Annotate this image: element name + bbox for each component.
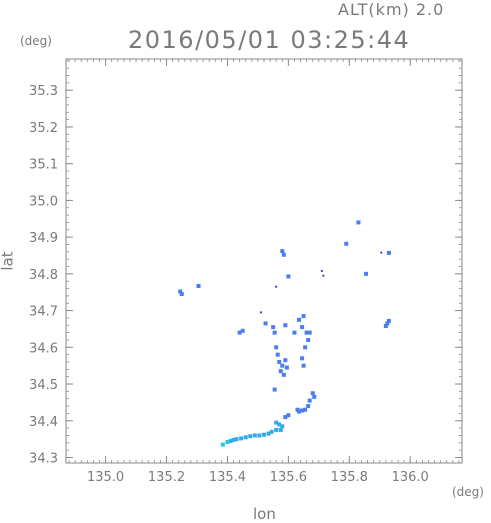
echo-point <box>237 330 242 335</box>
x-tick-label: 135.2 <box>148 470 185 485</box>
echo-point <box>301 363 306 368</box>
echo-point <box>275 352 280 357</box>
echo-point <box>274 345 279 350</box>
echo-points <box>178 220 391 447</box>
echo-point <box>243 435 248 440</box>
echo-point <box>297 317 302 322</box>
echo-point <box>228 438 233 443</box>
echo-point <box>280 424 285 429</box>
x-tick-label: 135.4 <box>209 470 246 485</box>
x-tick-label: 135.6 <box>270 470 307 485</box>
echo-point <box>386 318 391 323</box>
y-tick-label: 34.6 <box>29 341 58 356</box>
echo-point <box>231 437 236 442</box>
echo-point <box>286 413 291 418</box>
echo-point <box>234 437 239 442</box>
echo-point <box>356 220 361 225</box>
echo-point <box>303 345 308 350</box>
y-tick-label: 34.3 <box>29 451 58 466</box>
echo-point <box>306 337 311 342</box>
y-tick-label: 35.0 <box>29 194 58 209</box>
x-tick-label: 135.8 <box>331 470 368 485</box>
echo-point <box>300 408 305 413</box>
y-tick-label: 34.5 <box>29 378 58 393</box>
echo-point <box>278 369 283 374</box>
echo-point <box>284 365 289 370</box>
y-tick-label: 35.3 <box>29 84 58 99</box>
echo-point <box>278 427 283 432</box>
echo-point <box>380 251 383 254</box>
echo-point <box>280 363 285 368</box>
y-tick-label: 35.1 <box>29 158 58 173</box>
x-tick-label: 136.0 <box>392 470 429 485</box>
echo-point <box>286 274 291 279</box>
echo-point <box>307 330 312 335</box>
echo-point <box>304 330 309 335</box>
echo-point <box>280 249 285 254</box>
echo-point <box>283 323 288 328</box>
y-tick-label: 34.4 <box>29 415 58 430</box>
y-unit-label: (deg) <box>20 34 52 48</box>
y-tick-label: 34.9 <box>29 231 58 246</box>
echo-point <box>385 321 390 326</box>
echo-point <box>272 330 277 335</box>
echo-point <box>240 328 245 333</box>
echo-point <box>283 415 288 420</box>
echo-point <box>277 422 282 427</box>
echo-point <box>271 325 276 330</box>
timestamp-title: 2016/05/01 03:25:44 <box>128 26 411 54</box>
echo-point <box>295 407 300 412</box>
tick-marks <box>66 59 462 463</box>
echo-point <box>179 292 184 297</box>
echo-point <box>225 440 230 445</box>
echo-point <box>269 429 274 434</box>
tick-labels: 135.0 135.2 135.4 135.6 135.8 136.0 34.3 34.4 34… <box>29 84 429 485</box>
echo-point <box>263 321 268 326</box>
echo-point <box>196 283 201 288</box>
echo-point <box>303 407 308 412</box>
x-axis-label: lon <box>253 505 276 523</box>
echo-point <box>310 391 315 396</box>
echo-point <box>344 241 349 246</box>
echo-point <box>220 442 225 447</box>
echo-point <box>364 271 369 276</box>
echo-point <box>300 325 305 330</box>
echo-point <box>178 289 183 294</box>
echo-point <box>257 433 262 438</box>
echo-point <box>383 324 388 329</box>
echo-point <box>277 360 282 364</box>
y-tick-label: 34.7 <box>29 305 58 320</box>
echo-point <box>320 269 323 272</box>
echo-point <box>300 356 305 361</box>
altitude-label: ALT(km) 2.0 <box>338 0 445 19</box>
y-tick-label: 35.2 <box>29 121 58 136</box>
echo-point <box>281 372 286 377</box>
y-tick-label: 34.8 <box>29 268 58 283</box>
echo-point <box>281 252 286 257</box>
echo-point <box>272 387 277 392</box>
echo-point <box>262 432 266 437</box>
echo-point <box>386 250 391 255</box>
echo-point <box>266 431 271 436</box>
echo-point <box>275 285 278 288</box>
echo-point <box>307 398 312 403</box>
echo-point <box>252 433 257 438</box>
echo-point <box>322 274 325 277</box>
x-tick-label: 135.0 <box>87 470 124 485</box>
echo-point <box>248 434 253 439</box>
echo-point <box>306 404 311 409</box>
plot-frame <box>65 58 463 464</box>
echo-point <box>312 394 317 399</box>
echo-point <box>274 420 279 425</box>
echo-point <box>292 330 297 335</box>
echo-point <box>301 314 306 319</box>
echo-point <box>239 436 244 441</box>
echo-point <box>274 427 279 432</box>
echo-point <box>283 358 288 363</box>
echo-point <box>259 311 262 314</box>
x-unit-label: (deg) <box>452 485 484 499</box>
